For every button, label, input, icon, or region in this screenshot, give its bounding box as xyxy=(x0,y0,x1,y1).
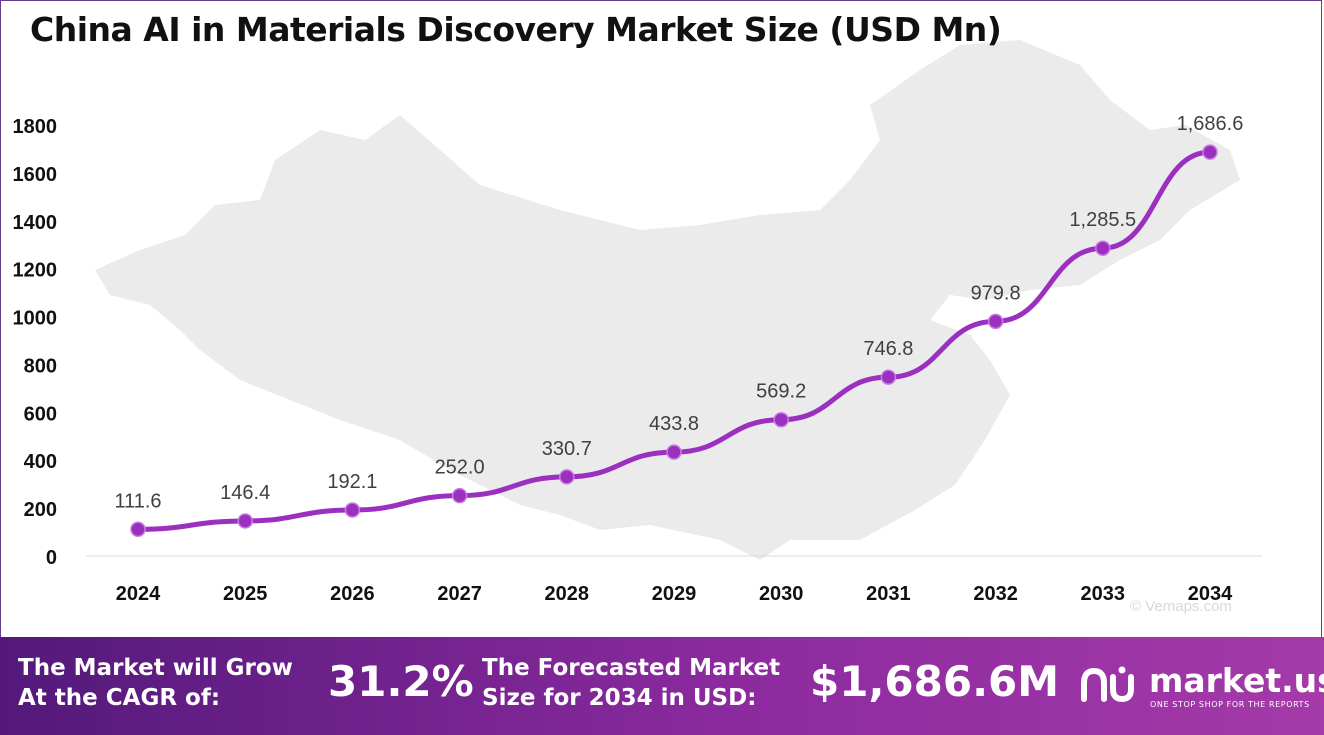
data-label: 979.8 xyxy=(971,282,1021,304)
y-tick-label: 200 xyxy=(24,499,57,521)
data-label: 192.1 xyxy=(327,471,377,493)
brand-tagline: ONE STOP SHOP FOR THE REPORTS xyxy=(1150,700,1310,709)
forecast-label-line1: The Forecasted Market xyxy=(482,655,781,681)
y-tick-label: 1200 xyxy=(13,260,58,282)
data-label: 1,686.6 xyxy=(1177,113,1244,135)
cagr-value: 31.2% xyxy=(328,657,474,706)
forecast-value: $1,686.6M xyxy=(810,657,1060,706)
data-point xyxy=(666,444,682,460)
y-tick-label: 1800 xyxy=(13,116,58,138)
y-tick-label: 0 xyxy=(46,547,57,569)
data-point xyxy=(987,313,1004,330)
data-point xyxy=(559,469,575,485)
data-label: 1,285.5 xyxy=(1069,209,1136,231)
x-tick-label: 2030 xyxy=(759,583,804,605)
chart-title: China AI in Materials Discovery Market S… xyxy=(30,10,1002,49)
data-point xyxy=(880,369,897,385)
cagr-label-line1: The Market will Grow xyxy=(18,655,293,681)
data-label: 433.8 xyxy=(649,413,699,435)
data-point xyxy=(237,513,253,529)
line-chart: © Vemaps.com 0 200 400 600 800 1000 1200 1400 16… xyxy=(13,40,1262,615)
x-tick-label: 2024 xyxy=(116,583,161,605)
series-line xyxy=(135,149,1213,532)
data-label: 146.4 xyxy=(220,482,270,504)
data-point xyxy=(130,521,146,538)
data-point xyxy=(773,411,789,428)
data-point xyxy=(1095,240,1111,256)
data-label: 330.7 xyxy=(542,438,592,460)
market-us-logo-icon xyxy=(1081,666,1134,703)
forecast-label-line2: Size for 2034 in USD: xyxy=(482,685,757,711)
brand-name: market.us xyxy=(1149,661,1324,700)
x-tick-label: 2031 xyxy=(866,583,911,605)
x-tick-label: 2034 xyxy=(1188,583,1233,605)
cagr-label-line2: At the CAGR of: xyxy=(18,685,221,711)
footer-banner: The Market will Grow At the CAGR of: 31.… xyxy=(0,637,1324,735)
x-tick-label: 2032 xyxy=(973,583,1018,605)
data-label: 252.0 xyxy=(435,457,485,479)
y-tick-label: 1000 xyxy=(13,308,58,330)
y-tick-label: 400 xyxy=(24,451,57,473)
x-tick-label: 2025 xyxy=(223,583,268,605)
data-point xyxy=(451,487,468,504)
y-tick-label: 800 xyxy=(24,355,57,377)
y-tick-label: 1600 xyxy=(13,164,58,186)
x-tick-label: 2026 xyxy=(330,583,375,605)
y-tick-label: 600 xyxy=(24,403,57,425)
data-point xyxy=(344,502,361,518)
x-tick-label: 2028 xyxy=(545,583,590,605)
x-tick-label: 2033 xyxy=(1081,583,1126,605)
data-point xyxy=(1202,144,1218,160)
map-silhouette xyxy=(95,40,1240,560)
x-tick-label: 2027 xyxy=(437,583,482,605)
data-label: 746.8 xyxy=(863,338,913,360)
data-label: 569.2 xyxy=(756,381,806,403)
watermark: © Vemaps.com xyxy=(1130,598,1232,615)
y-tick-label: 1400 xyxy=(13,212,58,234)
x-tick-label: 2029 xyxy=(652,583,697,605)
data-label: 111.6 xyxy=(114,490,161,512)
